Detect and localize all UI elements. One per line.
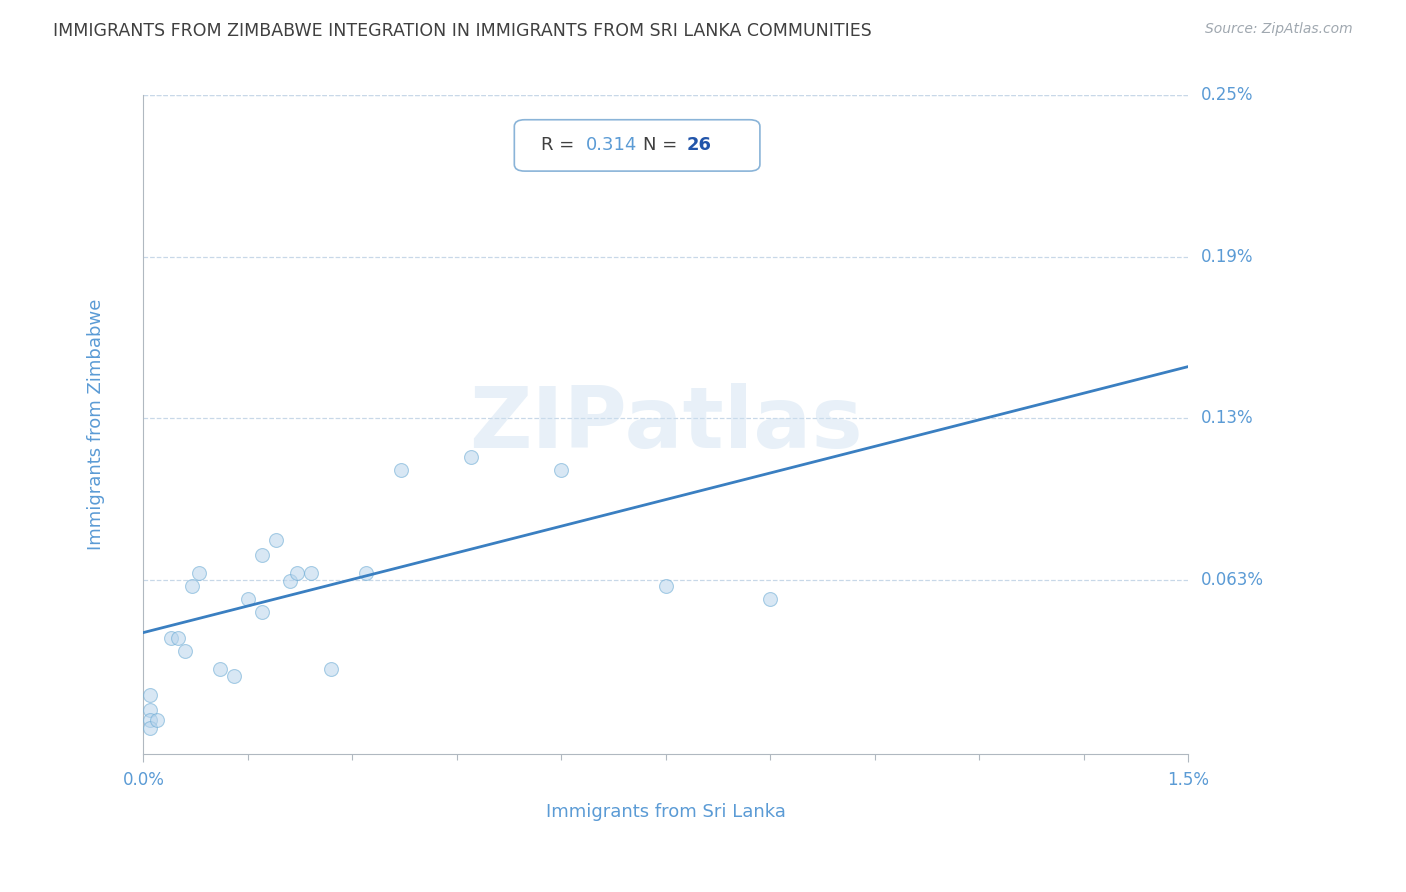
Text: Immigrants from Sri Lanka: Immigrants from Sri Lanka bbox=[546, 804, 786, 822]
Point bbox=[550, 463, 572, 477]
Point bbox=[250, 548, 273, 562]
Text: 0.314: 0.314 bbox=[585, 136, 637, 154]
Text: 0.063%: 0.063% bbox=[1201, 571, 1264, 589]
Point bbox=[299, 566, 322, 581]
Point bbox=[264, 533, 287, 547]
Point bbox=[188, 566, 211, 581]
Point bbox=[139, 714, 162, 728]
Point bbox=[139, 703, 162, 717]
Point bbox=[139, 688, 162, 702]
Point bbox=[285, 566, 308, 581]
Point bbox=[167, 631, 190, 645]
Point bbox=[389, 463, 412, 477]
Point bbox=[321, 662, 343, 676]
Point bbox=[759, 592, 782, 607]
Point bbox=[356, 566, 378, 581]
Point bbox=[236, 592, 259, 607]
Point bbox=[278, 574, 301, 588]
Point bbox=[460, 450, 482, 464]
Point bbox=[222, 669, 245, 683]
Point bbox=[160, 631, 183, 645]
Text: Source: ZipAtlas.com: Source: ZipAtlas.com bbox=[1205, 22, 1353, 37]
Text: 0.13%: 0.13% bbox=[1201, 409, 1254, 427]
Text: 26: 26 bbox=[686, 136, 711, 154]
Text: 0.19%: 0.19% bbox=[1201, 248, 1253, 266]
Point bbox=[250, 605, 273, 619]
Point bbox=[208, 662, 231, 676]
Point bbox=[655, 579, 678, 593]
Point bbox=[181, 579, 204, 593]
Point bbox=[139, 721, 162, 735]
Text: Immigrants from Zimbabwe: Immigrants from Zimbabwe bbox=[87, 299, 105, 550]
Text: 0.25%: 0.25% bbox=[1201, 87, 1253, 104]
Text: IMMIGRANTS FROM ZIMBABWE INTEGRATION IN IMMIGRANTS FROM SRI LANKA COMMUNITIES: IMMIGRANTS FROM ZIMBABWE INTEGRATION IN … bbox=[53, 22, 872, 40]
Point bbox=[174, 643, 197, 657]
Text: ZIPatlas: ZIPatlas bbox=[470, 384, 863, 467]
Point bbox=[146, 714, 169, 728]
FancyBboxPatch shape bbox=[515, 120, 759, 171]
Text: R =: R = bbox=[541, 136, 581, 154]
Text: N =: N = bbox=[643, 136, 683, 154]
